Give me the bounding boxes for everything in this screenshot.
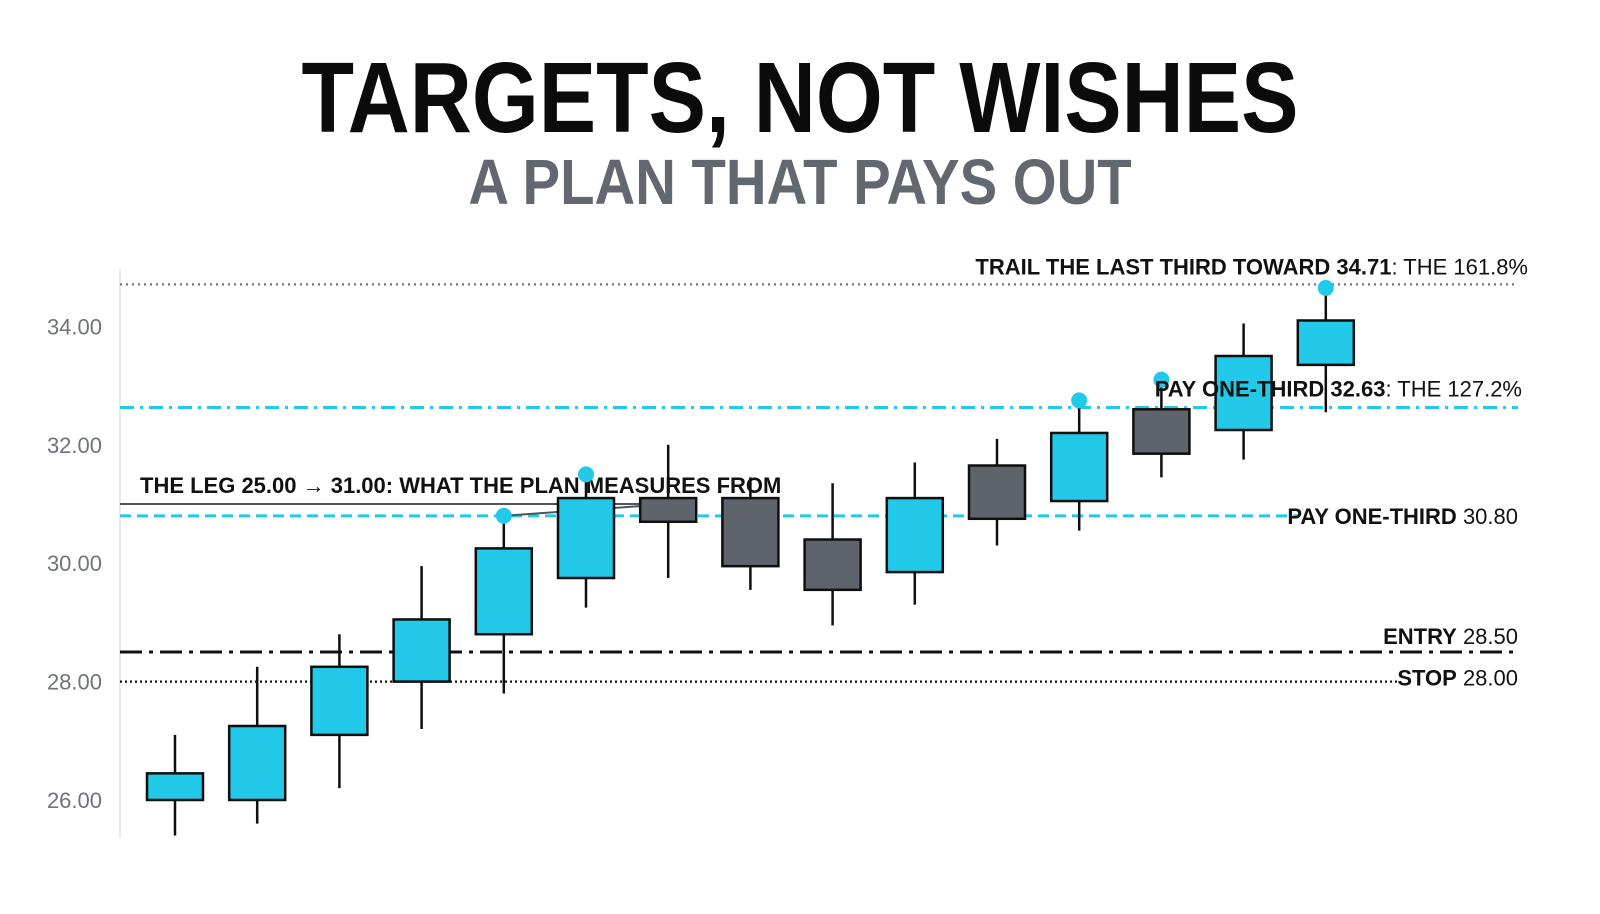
- leg-label-text: THE LEG 25.00 → 31.00: WHAT THE PLAN MEA…: [140, 473, 781, 498]
- candle: [310, 634, 369, 789]
- candle-body-up: [1214, 354, 1273, 432]
- candle-body-up: [392, 618, 451, 683]
- candle: [556, 474, 616, 608]
- candle-body-up: [1296, 319, 1356, 367]
- candle: [227, 666, 287, 824]
- candle-body-up: [145, 772, 205, 802]
- candles: [145, 287, 1356, 836]
- candle: [638, 444, 698, 578]
- y-tick-label: 32.00: [47, 433, 102, 458]
- candle-body-down: [967, 464, 1027, 521]
- candle: [145, 734, 205, 836]
- chart-subtitle: A PLAN THAT PAYS OUT: [468, 146, 1132, 218]
- candle-body-up: [227, 724, 287, 802]
- level-label-entry: ENTRY 28.50: [1383, 624, 1518, 649]
- candle-body-down: [721, 496, 780, 568]
- y-tick-label: 34.00: [47, 314, 102, 339]
- level-label-target2: PAY ONE-THIRD 32.63: THE 127.2%: [1155, 377, 1522, 402]
- level-label-bold: ENTRY: [1383, 624, 1457, 649]
- candle: [1049, 400, 1109, 531]
- y-tick-label: 30.00: [47, 551, 102, 576]
- level-label-bold: TRAIL THE LAST THIRD TOWARD 34.71: [975, 254, 1391, 279]
- level-label-bold: PAY ONE-THIRD 32.63: [1155, 377, 1386, 402]
- target-markers: [495, 279, 1334, 524]
- candle: [803, 483, 862, 626]
- candle-body-down: [1132, 408, 1191, 455]
- candle-body-up: [556, 496, 616, 580]
- candle: [1296, 287, 1356, 413]
- candle: [721, 477, 780, 590]
- level-label-stop: STOP 28.00: [1397, 666, 1518, 691]
- level-label-value: : THE 161.8%: [1391, 254, 1528, 279]
- level-label-bold: PAY ONE-THIRD: [1287, 504, 1457, 529]
- price-levels: [120, 283, 1518, 683]
- target-marker: [1071, 392, 1088, 409]
- level-label-target1: PAY ONE-THIRD 30.80: [1287, 504, 1518, 529]
- candle: [392, 566, 451, 729]
- target-marker: [578, 466, 594, 483]
- target-marker: [495, 507, 512, 524]
- y-tick-label: 26.00: [47, 788, 102, 813]
- level-label-value: 30.80: [1457, 504, 1518, 529]
- candle-body-down: [638, 496, 698, 524]
- level-label-value: 28.50: [1457, 624, 1518, 649]
- level-label-value: 28.00: [1457, 666, 1518, 691]
- candle-body-up: [310, 665, 369, 737]
- candle: [1132, 379, 1191, 478]
- y-axis: 26.00 28.00 30.00 32.00 34.00: [47, 268, 121, 838]
- candle: [1214, 323, 1273, 460]
- leg-label: THE LEG 25.00 → 31.00: WHAT THE PLAN MEA…: [140, 473, 781, 498]
- chart-title: TARGETS, NOT WISHES: [301, 42, 1299, 154]
- level-label-trail: TRAIL THE LAST THIRD TOWARD 34.71: THE 1…: [975, 254, 1528, 279]
- level-labels: TRAIL THE LAST THIRD TOWARD 34.71: THE 1…: [975, 254, 1528, 690]
- candle: [967, 438, 1027, 546]
- target-marker: [1153, 371, 1170, 388]
- level-label-bold: STOP: [1397, 666, 1457, 691]
- candle-body-down: [803, 538, 862, 592]
- candle-body-up: [1049, 431, 1109, 503]
- y-tick-label: 28.00: [47, 670, 102, 695]
- candle-body-up: [885, 496, 945, 574]
- candle-body-up: [474, 547, 534, 636]
- level-label-value: : THE 127.2%: [1385, 377, 1522, 402]
- target-marker: [1317, 279, 1334, 296]
- candle: [474, 515, 534, 694]
- candle: [885, 462, 945, 605]
